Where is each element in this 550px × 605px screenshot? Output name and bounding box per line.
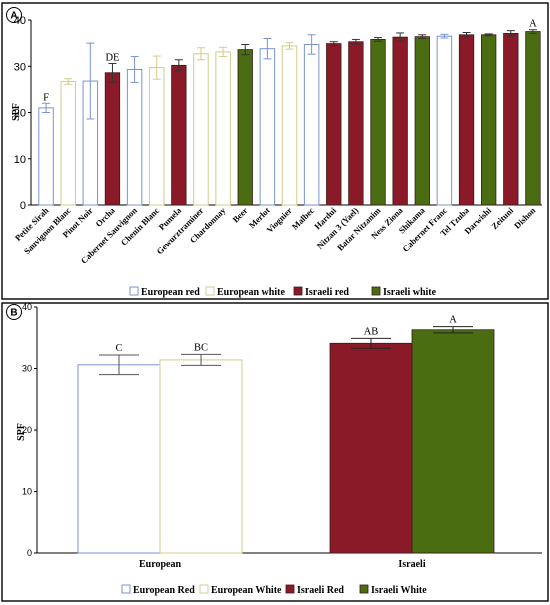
panel-a-significance-letter: A (529, 19, 537, 30)
panel-a-bar (193, 53, 209, 206)
panel-a-bar (38, 107, 54, 206)
panel-a-bar (60, 81, 76, 206)
panel-b-letter: B (10, 308, 17, 319)
panel-b-legend-swatch (121, 584, 131, 594)
panel-a-legend-swatch (205, 286, 215, 296)
panel-a-bar (503, 33, 519, 206)
panel-a-bar (481, 34, 497, 206)
panel-b-category-label: Israeli (398, 559, 425, 570)
panel-b-chart: 0 10 20 30 40 SPF European Israeli C BC AB A Europea… (16, 302, 542, 596)
panel-a-y-tick-label: 30 (14, 61, 26, 73)
panel-a-y-tick-label: 0 (20, 200, 26, 212)
panel-b-legend-label: Israeli White (371, 585, 427, 596)
panel-a-y-tick-label: 40 (14, 15, 26, 27)
panel-a-significance-letter: F (43, 92, 49, 103)
panel-b-y-axis-title: SPF (16, 423, 27, 441)
panel-b-y-tick-label: 10 (22, 487, 32, 497)
panel-b-frame (1, 302, 549, 602)
panel-a-bar (126, 68, 143, 206)
panel-a-bar (171, 64, 187, 206)
panel-a-bar (348, 41, 364, 206)
panel-b-significance-letter: AB (364, 326, 379, 337)
panel-b-significance-letter: BC (194, 342, 208, 353)
panel-a-legend-label: Israeli red (305, 287, 349, 298)
panel-b-category-label: European (139, 559, 181, 570)
panel-a-bar (436, 35, 453, 206)
panel-b-y-tick-label: 40 (22, 302, 32, 312)
panel-a-y-tick-label: 10 (14, 154, 26, 166)
panel-b-significance-letter: C (115, 343, 122, 354)
panel-b-y-tick-label: 0 (27, 548, 32, 558)
panel-a-legend-swatch (293, 286, 303, 296)
panel-b-legend-swatch (285, 584, 295, 594)
panel-a-bar (303, 44, 320, 206)
panel-a-bar (215, 51, 231, 206)
panel-a-bar (392, 36, 408, 206)
panel-b-bar (411, 329, 495, 554)
panel-a-bar (148, 67, 165, 206)
panel-a-legend-label: Israeli white (383, 287, 437, 298)
panel-b-y-tick-label: 30 (22, 364, 32, 374)
panel-a-significance-letter: DE (105, 52, 119, 63)
panel-a-legend-label: European red (141, 287, 200, 298)
panel-a-bar (104, 72, 121, 206)
panel-a-legend-label: European white (217, 287, 285, 298)
panel-a-bar (281, 45, 298, 206)
panel-a-category-label: Dishon (512, 205, 537, 230)
panel-b-significance-letter: A (449, 315, 457, 326)
panel-a-bar (458, 34, 475, 206)
panel-b-y-tick-label: 20 (22, 425, 32, 435)
panel-a-frame (1, 2, 549, 300)
panel-a-bar (259, 48, 276, 206)
panel-a-badge (6, 7, 22, 23)
panel-a-category-label: Zeituni (489, 205, 515, 231)
panel-a-letter: A (10, 11, 17, 22)
panel-a-legend-swatch (371, 286, 381, 296)
panel-b-badge (6, 304, 22, 320)
panel-b-legend-label: European Red (133, 585, 195, 596)
panel-a-legend-swatch (129, 286, 139, 296)
panel-a-bar (370, 39, 386, 206)
panel-b-legend-label: European White (211, 585, 282, 596)
panel-b-bar (159, 359, 243, 554)
panel-b-legend-swatch (199, 584, 209, 594)
panel-b-bar (77, 364, 161, 554)
panel-a-bar (414, 36, 430, 206)
panel-b-legend-swatch (359, 584, 369, 594)
panel-a-bar (326, 43, 342, 206)
panel-a-y-axis-title: SPF (11, 103, 22, 121)
panel-a-bar (525, 31, 541, 206)
panel-a-category-label: Beer (230, 205, 249, 224)
panel-a-category-label: Malbec (290, 205, 316, 231)
panel-a-y-tick-label: 20 (14, 108, 26, 120)
panel-b-bar (329, 342, 413, 554)
panel-b-legend-label: Israeli Red (297, 585, 344, 596)
panel-a-bar (237, 49, 253, 206)
